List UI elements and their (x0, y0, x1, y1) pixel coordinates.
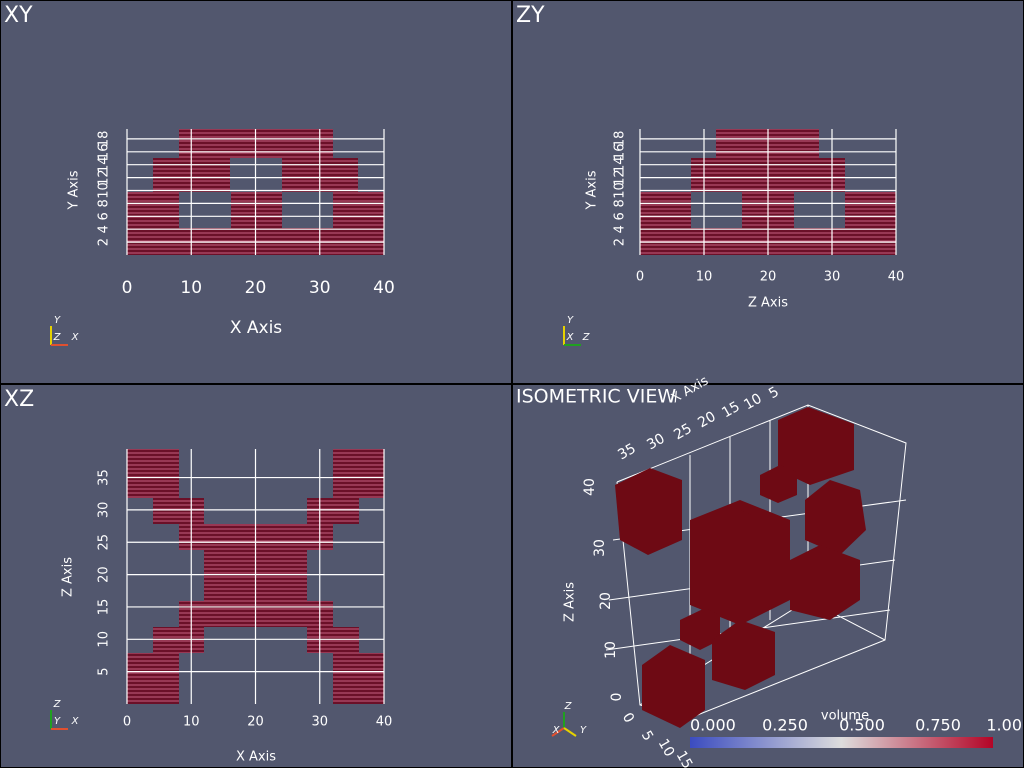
y-tick-label: 14 (97, 156, 112, 173)
orientation-label: Y (54, 716, 61, 727)
x-tick-label: 40 (888, 270, 905, 285)
y-tick-label: 10 (97, 182, 112, 199)
y-tick-label: 18 (613, 131, 628, 148)
x-tick-label: 20 (695, 409, 718, 432)
x-tick-label: 40 (373, 278, 395, 298)
iso-cubes (615, 407, 866, 728)
y-tick-label: 16 (613, 144, 628, 161)
panel-title: XZ (4, 387, 34, 412)
y-tick-label: 8 (97, 199, 112, 207)
x-tick-label: 30 (824, 270, 841, 285)
z-axis-label: Z Axis (563, 582, 578, 622)
colorbar-tick-label: 0.250 (762, 716, 808, 735)
x-axis-label: X Axis (230, 318, 282, 338)
orientation-widgets (50, 326, 581, 737)
z-tick-label: 0 (609, 693, 625, 702)
orientation-label: Z (564, 701, 573, 712)
y-tick-label: 6 (613, 212, 628, 220)
x-tick-label: 30 (309, 278, 331, 298)
orientation-label: X (566, 332, 575, 343)
y-tick-label: 15 (97, 599, 112, 616)
x-tick-label: 10 (180, 278, 202, 298)
x-tick-label: 30 (644, 431, 667, 454)
colorbar-title: volume (821, 709, 869, 724)
y-tick-label: 14 (613, 156, 628, 173)
x-tick-label: 10 (741, 391, 764, 414)
z-tick-label: 30 (592, 539, 608, 557)
y-tick-label: 2 (613, 238, 628, 246)
x-tick-label: 10 (696, 270, 713, 285)
y-tick-label: 18 (97, 131, 112, 148)
x-tick-label: 0 (636, 270, 644, 285)
panel-title: ZY (516, 3, 545, 28)
x-tick-label: 10 (183, 715, 200, 730)
x-tick-label: 35 (615, 441, 638, 464)
y-tick-label: 15 (673, 748, 696, 768)
panel-title: XY (4, 3, 33, 28)
orientation-label: X (71, 716, 80, 727)
colorbar (690, 737, 993, 748)
y-tick-label: 10 (613, 182, 628, 199)
y-tick-label: 10 (655, 736, 678, 759)
panel-title: ISOMETRIC VIEW (516, 386, 676, 408)
y-tick-label: 30 (97, 502, 112, 519)
x-tick-label: 20 (760, 270, 777, 285)
y-tick-label: 35 (97, 469, 112, 486)
y-tick-label: 25 (97, 534, 112, 551)
colorbar-tick-label: 0.500 (839, 716, 885, 735)
y-tick-label: 5 (97, 668, 112, 676)
orientation-label: Z (53, 699, 62, 710)
x-tick-label: 20 (245, 278, 267, 298)
colorbar-tick-label: 0.000 (690, 716, 736, 735)
x-tick-label: 20 (247, 715, 264, 730)
orientation-label: X (71, 332, 80, 343)
orientation-label: Y (54, 315, 61, 326)
y-tick-label: 4 (613, 225, 628, 233)
colorbar-tick-label: 1.00 (986, 716, 1022, 735)
y-tick-label: 12 (97, 169, 112, 186)
y-axis-label: Y Axis (67, 170, 82, 210)
x-tick-label: 0 (123, 715, 131, 730)
z-tick-label: 20 (598, 592, 614, 610)
y-tick-label: 4 (97, 225, 112, 233)
orientation-label: Z (53, 332, 62, 343)
orientation-label: Y (580, 725, 587, 736)
y-tick-label: 8 (613, 199, 628, 207)
y-tick-label: 2 (97, 238, 112, 246)
x-tick-label: 40 (376, 715, 393, 730)
y-tick-label: 20 (97, 566, 112, 583)
z-tick-label: 10 (603, 641, 619, 659)
x-tick-label: 30 (311, 715, 328, 730)
colorbar-tick-label: 0.750 (915, 716, 961, 735)
y-tick-label: 6 (97, 212, 112, 220)
y-tick-label: 10 (97, 631, 112, 648)
orientation-label: Z (582, 332, 591, 343)
orientation-label: X (552, 725, 561, 736)
x-tick-label: 15 (719, 399, 742, 422)
y-tick-label: 16 (97, 144, 112, 161)
orientation-label: Y (567, 315, 574, 326)
z-tick-label: 40 (582, 478, 598, 496)
y-axis-label: Y Axis (585, 170, 600, 210)
x-axis-label: Z Axis (748, 296, 788, 311)
x-axis-label: X Axis (236, 750, 276, 765)
x-tick-label: 0 (122, 278, 133, 298)
y-tick-label: 12 (613, 169, 628, 186)
y-axis-label: Z Axis (61, 557, 76, 597)
x-tick-label: 25 (671, 421, 694, 444)
